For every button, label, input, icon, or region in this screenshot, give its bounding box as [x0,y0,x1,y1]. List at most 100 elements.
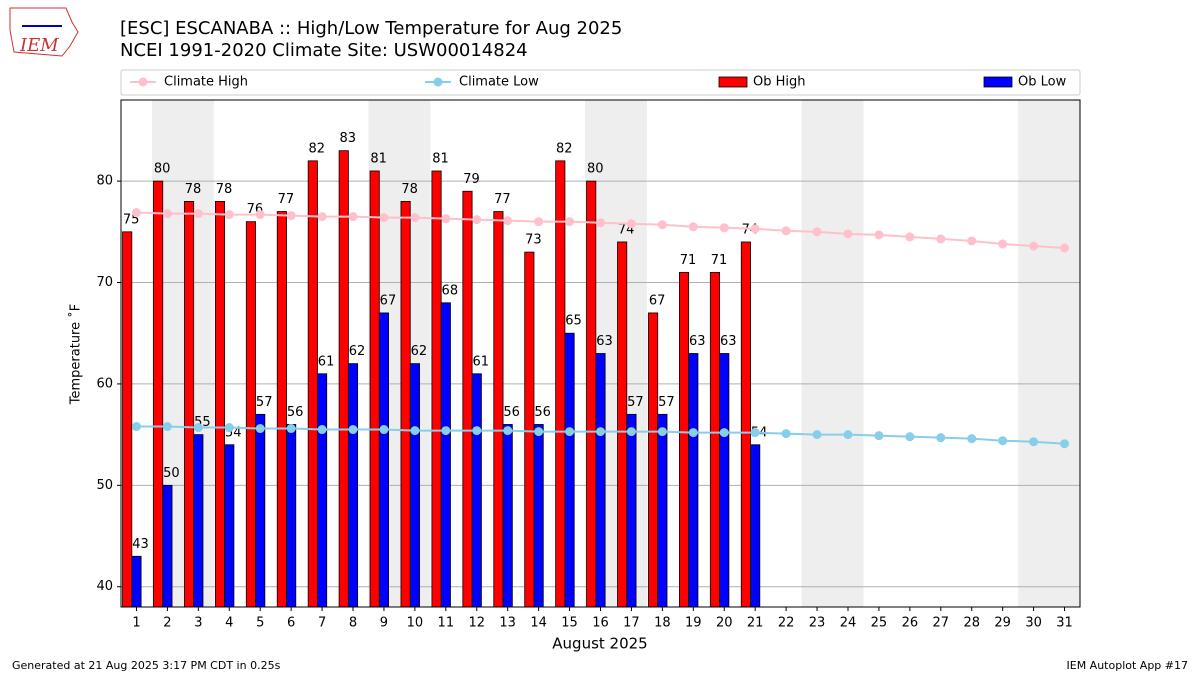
bar [617,241,628,608]
bar [431,170,442,608]
line-marker [874,230,884,240]
line-marker [781,226,791,236]
logo-text: IEM [19,35,59,56]
line-marker [719,223,729,233]
line-marker [534,427,544,437]
data-label: 80 [587,162,604,177]
legend-label: Ob High [753,75,806,90]
x-tick-label: 31 [1056,616,1073,631]
data-label: 63 [720,334,737,349]
line-marker [193,209,203,219]
bar [471,373,482,608]
data-label: 77 [494,192,511,207]
line-marker [1060,439,1070,449]
line-marker [503,216,513,226]
legend-label: Climate Low [459,75,539,90]
x-tick-label: 21 [747,616,764,631]
bar [564,332,575,608]
y-tick-label: 40 [96,579,113,594]
line-marker [750,428,760,438]
x-tick-label: 20 [716,616,733,631]
bar [533,424,544,608]
bar [400,200,411,608]
line-marker [286,211,296,221]
y-tick-label: 60 [96,376,113,391]
line-marker [936,234,946,244]
x-tick-label: 11 [438,616,455,631]
data-label: 67 [649,293,666,308]
line-marker [131,208,141,218]
data-label: 71 [711,253,728,268]
line-marker [317,212,327,222]
bar [338,150,349,608]
x-tick-label: 14 [530,616,547,631]
bar [286,424,297,608]
bar [524,251,535,608]
bar [750,444,761,608]
data-label: 68 [442,283,459,298]
legend-marker [433,77,443,87]
line-marker [657,220,667,230]
line-marker [781,429,791,439]
x-tick-label: 28 [963,616,980,631]
line-marker [348,425,358,435]
line-marker [905,432,915,442]
x-tick-label: 22 [778,616,795,631]
x-tick-label: 27 [933,616,950,631]
data-label: 57 [256,395,273,410]
data-label: 78 [401,182,418,197]
bar [595,353,606,608]
footer-left: Generated at 21 Aug 2025 3:17 PM CDT in … [12,659,281,672]
data-label: 65 [565,314,582,329]
chart-title: [ESC] ESCANABA :: High/Low Temperature f… [120,18,622,39]
data-label: 56 [534,405,551,420]
data-label: 83 [339,131,356,146]
x-tick-label: 16 [592,616,609,631]
line-marker [596,427,605,437]
bar [555,160,566,608]
data-label: 61 [472,354,489,369]
line-marker [472,426,482,436]
logo: IEM [9,7,79,57]
y-axis-label: Temperature ˚F [68,304,84,405]
data-label: 81 [370,151,387,166]
data-label: 77 [278,192,295,207]
bar [193,434,204,608]
line-marker [255,424,265,434]
line-marker [255,210,265,220]
data-label: 80 [154,162,171,177]
line-marker [843,430,853,440]
bar [719,353,730,608]
bar [153,180,164,608]
line-marker [379,425,389,435]
data-label: 57 [658,395,675,410]
legend-label: Climate High [164,75,248,90]
line-marker [1029,437,1039,447]
bar [214,200,226,608]
line-marker [626,219,636,229]
data-label: 82 [556,141,573,156]
line-marker [131,422,141,432]
x-tick-label: 1 [132,616,140,631]
x-tick-label: 5 [256,616,264,631]
line-marker [874,431,884,441]
data-label: 81 [432,151,449,166]
legend-marker [138,77,148,87]
data-label: 73 [525,233,542,248]
x-axis-label: August 2025 [552,635,647,653]
bar [347,363,359,608]
x-tick-label: 7 [318,616,326,631]
line-marker [565,217,575,227]
bar [162,484,173,608]
bar [688,353,699,608]
line-marker [998,239,1008,249]
data-label: 61 [318,354,335,369]
x-tick-label: 3 [194,616,202,631]
data-label: 63 [689,334,706,349]
line-marker [812,430,822,440]
line-marker [812,227,822,237]
x-tick-label: 6 [287,616,295,631]
bar [462,190,473,608]
line-marker [596,218,605,228]
line-marker [998,436,1008,446]
